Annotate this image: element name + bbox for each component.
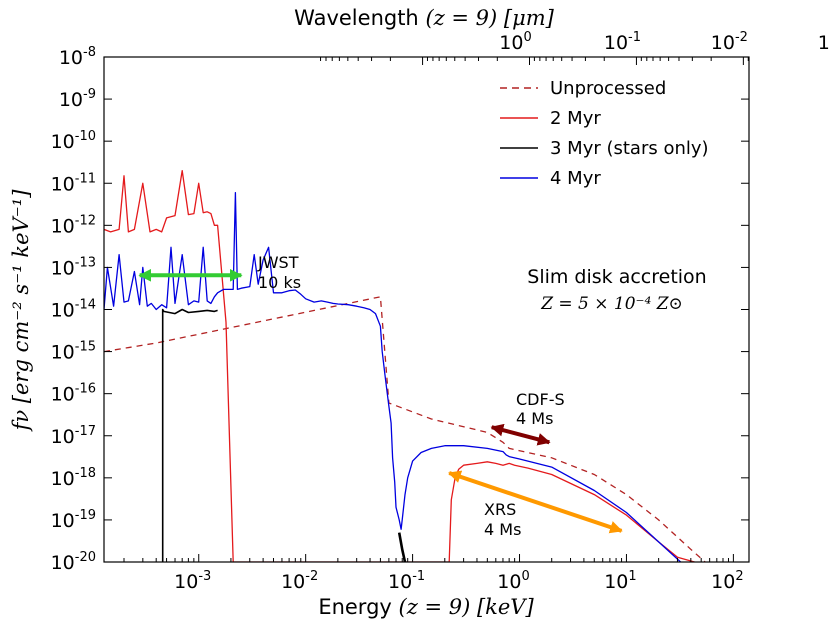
x2-axis-title-word: Wavelength: [294, 6, 419, 30]
xrs-arrow: [447, 470, 623, 534]
x2-tick-label: 100: [499, 30, 531, 54]
legend-label-unprocessed: Unprocessed: [550, 78, 666, 99]
y-tick-label: 10-14: [51, 298, 96, 322]
annotation-jwst: JWST: [257, 253, 299, 272]
x-axis-title-word: Energy: [318, 595, 392, 619]
y-axis-title: fν [erg cm⁻² s⁻¹ keV⁻¹]: [9, 189, 33, 433]
y-tick-label: 10-20: [51, 550, 96, 574]
y-tick-label: 10-19: [51, 508, 96, 532]
x2-axis-title: Wavelength (z = 9) [μm]: [294, 6, 554, 30]
legend-label-3myr: 3 Myr (stars only): [550, 138, 709, 159]
x-tick-label: 101: [604, 569, 636, 593]
annotation-model: Slim disk accretion: [527, 266, 706, 288]
y-tick-label: 10-9: [59, 87, 96, 111]
x-tick-label: 100: [497, 569, 529, 593]
annotation-xrs: XRS: [484, 500, 516, 519]
series-3-myr-stars-only: [161, 308, 218, 562]
annotation-cdfs-time: 4 Ms: [516, 409, 553, 428]
x-tick-label: 102: [711, 569, 743, 593]
y-tick-label: 10-17: [51, 424, 96, 448]
x2-tick-label: 10-1: [604, 30, 641, 54]
arrow-layer: [138, 268, 623, 534]
legend-label-2myr: 2 Myr: [550, 108, 601, 129]
cdfs-arrow: [490, 423, 551, 446]
annotation-metallicity: Z = 5 × 10⁻⁴ Z⊙: [540, 294, 683, 314]
y-tick-label: 10-10: [51, 129, 96, 153]
y-tick-label: 10-18: [51, 466, 96, 490]
x-tick-label: 10-3: [174, 569, 211, 593]
annotation-xrs-time: 4 Ms: [484, 520, 521, 539]
y-tick-label: 10-11: [51, 171, 96, 195]
tick-label-layer: 10-8 10-9 10-10 10-11 10-12 10-13 10-14 10-15 10…: [51, 30, 830, 593]
x-axis-title-math: (z = 9) [keV]: [399, 595, 535, 619]
tick-layer: [104, 56, 749, 563]
legend: Unprocessed 2 Myr 3 Myr (stars only) 4 M…: [500, 78, 709, 189]
y-tick-label: 10-16: [51, 382, 96, 406]
y-tick-label: 10-12: [51, 213, 96, 237]
annotation-cdfs: CDF-S: [516, 390, 565, 409]
y-tick-label: 10-13: [51, 255, 96, 279]
series-2-myr: [104, 169, 697, 562]
x2-tick-label: 10-3: [818, 30, 830, 54]
x-tick-label: 10-1: [388, 569, 425, 593]
y-tick-label: 10-8: [59, 45, 96, 69]
x2-axis-title-math: (z = 9) [μm]: [425, 6, 554, 30]
annotation-jwst-time: 10 ks: [258, 273, 301, 292]
legend-label-4myr: 4 Myr: [550, 168, 601, 189]
series-unprocessed: [104, 296, 707, 562]
series-3-myr-stars-only-x-ray: [397, 532, 407, 562]
x-axis-title: Energy (z = 9) [keV]: [318, 595, 534, 619]
x2-tick-label: 10-2: [711, 30, 748, 54]
x-tick-label: 10-2: [281, 569, 318, 593]
y-tick-label: 10-15: [51, 340, 96, 364]
